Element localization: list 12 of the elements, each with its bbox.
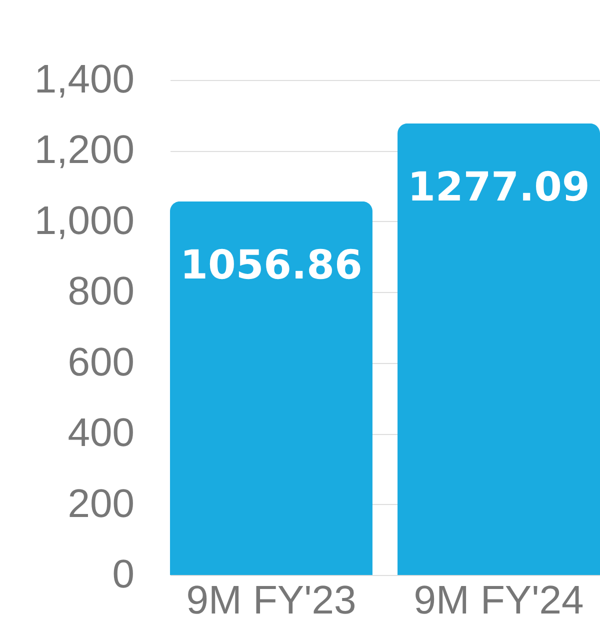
y-tick-label: 0 [112,552,134,596]
y-tick-label: 600 [68,340,134,384]
y-tick-label: 400 [68,411,134,456]
y-tick-label: 1,000 [34,198,134,243]
data-label: 1277.09 [408,164,590,210]
y-tick-label: 200 [68,482,134,526]
y-tick-label: 800 [68,270,134,314]
x-tick-label: 9M FY'23 [186,578,356,622]
y-tick-label: 1,400 [34,58,134,102]
y-tick-label: 1,200 [34,128,134,172]
x-tick-label: 9M FY'24 [414,578,584,622]
data-label: 1056.86 [180,242,362,288]
